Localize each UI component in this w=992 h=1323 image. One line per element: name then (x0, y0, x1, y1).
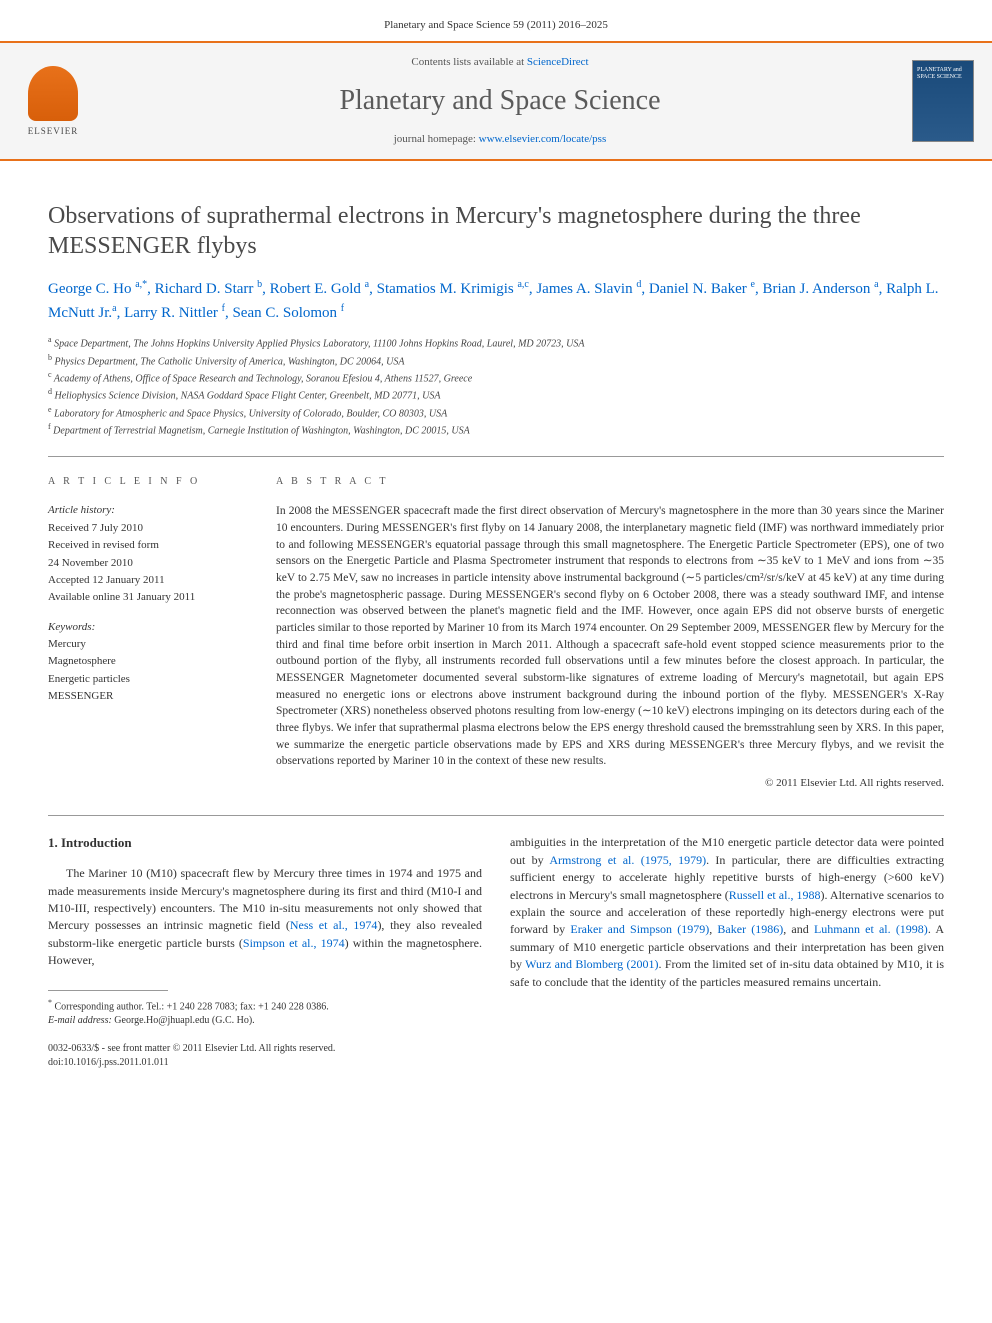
intro-paragraph-1-continued: ambiguities in the interpretation of the… (510, 834, 944, 991)
affiliations-list: a Space Department, The Johns Hopkins Un… (0, 334, 992, 456)
banner-center: Contents lists available at ScienceDirec… (106, 55, 894, 147)
footnote-label: Corresponding author. Tel.: +1 240 228 7… (55, 1001, 329, 1012)
article-title: Observations of suprathermal electrons i… (0, 161, 992, 277)
elsevier-logo: ELSEVIER (18, 61, 88, 141)
history-item: Received 7 July 2010 (48, 521, 248, 536)
abstract-copyright: © 2011 Elsevier Ltd. All rights reserved… (276, 776, 944, 791)
page-citation-header: Planetary and Space Science 59 (2011) 20… (0, 0, 992, 41)
cover-text: PLANETARY and SPACE SCIENCE (917, 67, 973, 80)
ref-armstrong[interactable]: Armstrong et al. (1975, 1979) (549, 853, 706, 867)
affiliation-item: d Heliophysics Science Division, NASA Go… (48, 386, 944, 403)
elsevier-tree-icon (28, 66, 78, 121)
footnote-divider (48, 990, 168, 991)
keyword-item: Magnetosphere (48, 654, 248, 669)
article-info-column: A R T I C L E I N F O Article history: R… (48, 475, 248, 791)
footnote-marker: * (48, 998, 52, 1007)
email-label: E-mail address: (48, 1015, 112, 1026)
keywords-label: Keywords: (48, 620, 248, 635)
issn-line: 0032-0633/$ - see front matter © 2011 El… (48, 1043, 335, 1054)
doi-line: doi:10.1016/j.pss.2011.01.011 (48, 1057, 169, 1068)
journal-name: Planetary and Space Science (106, 81, 894, 120)
history-item: Accepted 12 January 2011 (48, 573, 248, 588)
ref-baker-1986[interactable]: Baker (1986) (717, 922, 783, 936)
abstract-text: In 2008 the MESSENGER spacecraft made th… (276, 503, 944, 770)
abstract-heading: A B S T R A C T (276, 475, 944, 489)
footer-meta: 0032-0633/$ - see front matter © 2011 El… (48, 1042, 482, 1070)
article-info-heading: A R T I C L E I N F O (48, 475, 248, 489)
citation-text: Planetary and Space Science 59 (2011) 20… (384, 19, 608, 31)
history-item: 24 November 2010 (48, 556, 248, 571)
ref-luhmann-1998[interactable]: Luhmann et al. (1998) (814, 922, 928, 936)
ref-simpson-1974[interactable]: Simpson et al., 1974 (243, 936, 345, 950)
sciencedirect-link[interactable]: ScienceDirect (527, 56, 589, 68)
affiliation-item: b Physics Department, The Catholic Unive… (48, 352, 944, 369)
section-heading-intro: 1. Introduction (48, 834, 482, 853)
affiliation-item: f Department of Terrestrial Magnetism, C… (48, 421, 944, 438)
corresponding-author-footnote: * Corresponding author. Tel.: +1 240 228… (48, 997, 482, 1028)
journal-cover-thumbnail: PLANETARY and SPACE SCIENCE (912, 60, 974, 142)
history-item: Received in revised form (48, 538, 248, 553)
homepage-link[interactable]: www.elsevier.com/locate/pss (479, 133, 607, 145)
keyword-item: Energetic particles (48, 672, 248, 687)
affiliation-item: e Laboratory for Atmospheric and Space P… (48, 404, 944, 421)
publisher-name: ELSEVIER (28, 125, 79, 138)
affiliation-item: a Space Department, The Johns Hopkins Un… (48, 334, 944, 351)
history-item: Available online 31 January 2011 (48, 590, 248, 605)
ref-wurz-blomberg-2001[interactable]: Wurz and Blomberg (2001) (525, 957, 658, 971)
authors-list: George C. Ho a,*, Richard D. Starr b, Ro… (0, 277, 992, 334)
ref-russell-1988[interactable]: Russell et al., 1988 (729, 888, 821, 902)
keyword-item: MESSENGER (48, 689, 248, 704)
contents-prefix: Contents lists available at (411, 56, 526, 68)
journal-banner: ELSEVIER Contents lists available at Sci… (0, 41, 992, 161)
body-column-right: ambiguities in the interpretation of the… (510, 834, 944, 1070)
history-label: Article history: (48, 503, 248, 518)
keyword-item: Mercury (48, 637, 248, 652)
ref-eraker-simpson-1979[interactable]: Eraker and Simpson (1979) (570, 922, 709, 936)
homepage-line: journal homepage: www.elsevier.com/locat… (106, 132, 894, 147)
body-column-left: 1. Introduction The Mariner 10 (M10) spa… (48, 834, 482, 1070)
ref-ness-1974[interactable]: Ness et al., 1974 (290, 918, 378, 932)
intro-paragraph-1: The Mariner 10 (M10) spacecraft flew by … (48, 865, 482, 969)
email-address: George.Ho@jhuapl.edu (G.C. Ho). (114, 1015, 254, 1026)
homepage-prefix: journal homepage: (394, 133, 479, 145)
info-abstract-row: A R T I C L E I N F O Article history: R… (0, 457, 992, 815)
abstract-column: A B S T R A C T In 2008 the MESSENGER sp… (276, 475, 944, 791)
affiliation-item: c Academy of Athens, Office of Space Res… (48, 369, 944, 386)
body-two-column: 1. Introduction The Mariner 10 (M10) spa… (0, 816, 992, 1094)
contents-available-line: Contents lists available at ScienceDirec… (106, 55, 894, 70)
